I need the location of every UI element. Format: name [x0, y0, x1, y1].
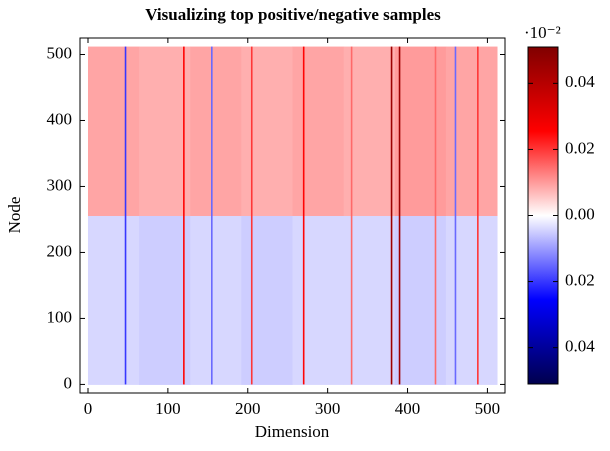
heatmap-cell: [87, 215, 140, 385]
colorbar-tick-label: 0.02: [565, 270, 595, 289]
colorbar-tick-label: 0.02: [565, 138, 595, 157]
x-tick-label: 300: [315, 399, 341, 418]
colorbar-tick-label: 0.00: [565, 204, 595, 223]
heatmap-cell: [292, 46, 345, 217]
stripe: [250, 46, 253, 385]
stripe: [211, 46, 213, 385]
x-tick-label: 500: [475, 399, 501, 418]
stripe: [183, 46, 185, 385]
y-tick-label: 300: [47, 175, 73, 194]
colorbar-label: ·10⁻²: [524, 23, 561, 42]
heatmap-cell: [292, 215, 345, 385]
heatmap-cell: [394, 46, 447, 217]
heatmap-cell: [241, 215, 293, 385]
colorbar-tick-label: 0.04: [565, 337, 595, 356]
y-tick-label: 500: [47, 43, 73, 62]
colorbar-tick-label: 0.04: [565, 72, 595, 91]
y-tick-label: 100: [47, 307, 73, 326]
x-axis-label: Dimension: [255, 422, 330, 441]
heatmap-cell: [394, 215, 447, 385]
y-axis-label: Node: [5, 197, 24, 234]
heatmap-cell: [190, 215, 242, 385]
heatmap-cell: [139, 215, 191, 385]
stripe: [350, 46, 353, 385]
plot-frame: [79, 37, 506, 394]
heatmap-cell: [241, 46, 293, 217]
x-tick-label: 0: [84, 399, 93, 418]
stripe: [477, 46, 479, 385]
stripe: [454, 46, 457, 385]
heatmap-cell: [445, 215, 498, 385]
stripe: [124, 46, 127, 385]
stripe: [302, 46, 305, 385]
chart-title: Visualizing top positive/negative sample…: [145, 5, 441, 24]
heatmap-cell: [139, 46, 191, 217]
stripe: [434, 46, 437, 385]
heatmap-cell: [190, 46, 242, 217]
x-tick-label: 400: [395, 399, 421, 418]
x-tick-label: 100: [155, 399, 181, 418]
heatmap-cell: [445, 46, 498, 217]
y-tick-label: 400: [47, 109, 73, 128]
heatmap-cell: [87, 46, 140, 217]
x-tick-label: 200: [235, 399, 261, 418]
stripe: [398, 46, 401, 385]
stripe: [390, 46, 393, 385]
y-tick-label: 0: [64, 373, 73, 392]
y-tick-label: 200: [47, 241, 73, 260]
